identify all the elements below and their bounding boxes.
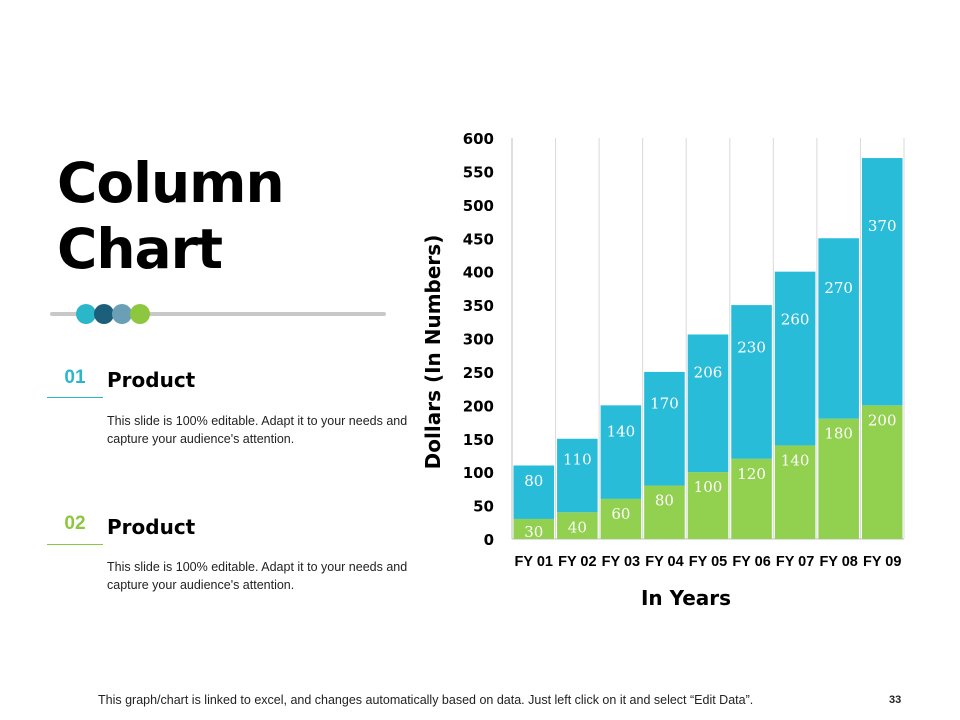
data-label: 170 [650, 395, 679, 413]
bar-segment [861, 405, 903, 539]
decorative-slider-track [50, 312, 386, 316]
data-label: 100 [694, 478, 723, 496]
data-label: 180 [824, 425, 853, 443]
slider-dot-4 [130, 304, 150, 324]
bar-segment [513, 518, 555, 539]
y-tick-label: 200 [463, 397, 494, 415]
data-label: 140 [607, 423, 636, 441]
bar-segment [644, 485, 685, 539]
y-tick-label: 400 [463, 264, 494, 282]
x-tick-label: FY 08 [819, 554, 857, 570]
bar-segment [774, 271, 816, 446]
bar-segment [774, 445, 816, 539]
y-tick-label: 450 [463, 230, 494, 248]
data-label: 40 [568, 518, 587, 536]
slide-title-line2: Chart [57, 217, 223, 281]
bar-segment [644, 371, 685, 486]
bar-segment [557, 512, 598, 539]
y-tick-label: 100 [463, 464, 494, 482]
y-tick-label: 300 [463, 331, 494, 349]
y-tick-label: 50 [473, 498, 494, 516]
slide-title-line1: Column [57, 151, 285, 215]
y-tick-label: 350 [463, 297, 494, 315]
item-underline-01 [47, 397, 103, 398]
data-label: 200 [868, 411, 897, 429]
item-number-01: 01 [64, 367, 86, 388]
x-tick-label: FY 06 [732, 554, 770, 570]
data-label: 30 [524, 523, 543, 541]
data-label: 206 [694, 364, 723, 382]
data-label: 110 [563, 451, 592, 469]
data-label: 370 [868, 217, 897, 235]
x-tick-label: FY 07 [776, 554, 814, 570]
slider-dot-2 [94, 304, 114, 324]
item-description-01: This slide is 100% editable. Adapt it to… [107, 414, 408, 446]
y-tick-label: 600 [463, 130, 494, 148]
bar-segment [818, 238, 859, 419]
y-axis-title: Dollars (In Numbers) [421, 235, 445, 470]
x-tick-label: FY 03 [602, 554, 640, 570]
page-number: 33 [889, 694, 902, 706]
item-number-02: 02 [64, 513, 86, 534]
bar-segment [557, 438, 598, 513]
y-tick-label: 0 [484, 531, 494, 549]
slider-dot-3 [112, 304, 132, 324]
x-tick-label: FY 02 [558, 554, 596, 570]
slide-title: Column Chart [57, 150, 285, 282]
data-label: 230 [737, 339, 766, 357]
bar-segment [600, 405, 642, 499]
item-heading-01: Product [107, 368, 196, 392]
bar-segment [861, 158, 903, 406]
bar-segment [731, 305, 772, 459]
y-tick-label: 550 [463, 163, 494, 181]
data-label: 80 [524, 472, 543, 490]
data-label: 260 [781, 311, 810, 329]
bar-segment [818, 418, 859, 539]
data-label: 270 [824, 279, 853, 297]
data-label: 120 [737, 465, 766, 483]
data-label: 60 [611, 505, 630, 523]
bar-segment [600, 498, 642, 539]
item-underline-02 [47, 544, 103, 545]
data-label: 80 [655, 492, 674, 510]
bar-segment [513, 465, 555, 519]
data-label: 140 [781, 451, 810, 469]
item-description-02: This slide is 100% editable. Adapt it to… [107, 560, 408, 592]
bar-segment [687, 472, 729, 539]
x-tick-label: FY 01 [515, 554, 553, 570]
bar-segment [687, 334, 729, 473]
footer-note: This graph/chart is linked to excel, and… [98, 693, 754, 707]
item-heading-02: Product [107, 515, 196, 539]
x-tick-label: FY 09 [863, 554, 901, 570]
y-tick-label: 250 [463, 364, 494, 382]
y-tick-label: 500 [463, 197, 494, 215]
y-tick-label: 150 [463, 431, 494, 449]
x-tick-label: FY 04 [645, 554, 683, 570]
bar-segment [731, 458, 772, 539]
x-tick-label: FY 05 [689, 554, 727, 570]
x-axis-title: In Years [641, 586, 731, 610]
slider-dot-1 [76, 304, 96, 324]
